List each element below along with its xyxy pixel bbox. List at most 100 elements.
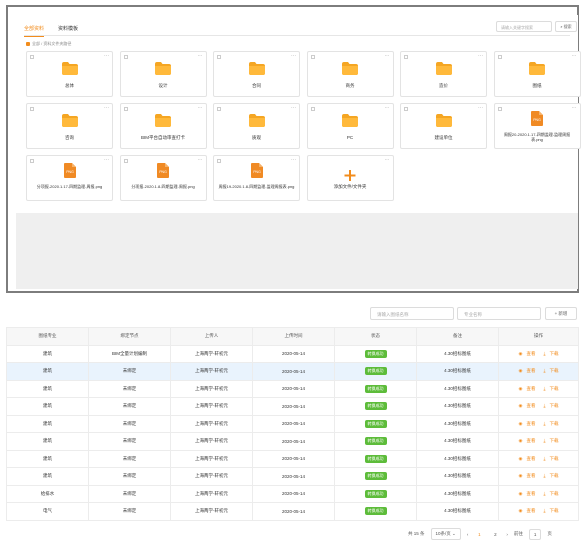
folder-card[interactable]: ··· 合同 [213, 51, 300, 97]
view-link[interactable]: ◉ 查看 [517, 368, 538, 373]
view-link[interactable]: ◉ 查看 [517, 421, 538, 426]
col-header-remark[interactable]: 备注 [416, 327, 499, 346]
file-search-button[interactable]: ⌕ 搜索 [555, 21, 577, 32]
breadcrumb-text[interactable]: 全部 / 资料文件夹路径 [32, 41, 72, 46]
next-page-button[interactable]: › [506, 531, 508, 537]
discipline-search-input[interactable]: 专业名称 [457, 307, 541, 320]
select-checkbox[interactable] [497, 107, 502, 111]
select-checkbox[interactable] [497, 55, 502, 59]
select-checkbox[interactable] [30, 107, 34, 111]
file-card[interactable]: ··· PNG 分项报-2020.1.17-四期监理-周报.png [26, 155, 113, 201]
more-options-icon[interactable]: ··· [291, 105, 296, 111]
more-options-icon[interactable]: ··· [104, 157, 109, 163]
page-size-select[interactable]: 10条/页 ⌄ [430, 528, 461, 540]
select-checkbox[interactable] [404, 107, 408, 111]
prev-page-button[interactable]: ‹ [466, 531, 469, 537]
view-link[interactable]: ◉ 查看 [517, 351, 538, 356]
select-checkbox[interactable] [123, 55, 128, 59]
more-options-icon[interactable]: ··· [384, 53, 390, 59]
table-row[interactable]: 建筑 BIM全量计划编制 上海两学-轩初元 2020-05-14 转换成功 4.30招标图… [6, 345, 579, 363]
table-row[interactable]: 电气 未绑定 上海两学-轩初元 2020-05-14 转换成功 4.30招标图纸 ◉ 查看 ⤓ 下… [6, 502, 579, 521]
table-row[interactable]: 建筑 未绑定 上海两学-轩初元 2020-05-14 转换成功 4.30招标图纸 ◉ 查看 ⤓ 下… [6, 380, 579, 398]
select-checkbox[interactable] [217, 107, 221, 111]
more-options-icon[interactable]: ··· [197, 53, 203, 59]
download-link[interactable]: ⤓ 下载 [541, 508, 560, 513]
tab-all-files[interactable]: 全部资料 [24, 19, 45, 37]
download-link[interactable]: ⤓ 下载 [541, 403, 560, 408]
select-checkbox[interactable] [217, 159, 221, 163]
page-1-button[interactable]: 1 [478, 531, 481, 537]
more-options-icon[interactable]: ··· [384, 157, 390, 163]
add-file-card[interactable]: ··· 添加文件/文件夹 [306, 155, 394, 201]
select-checkbox[interactable] [310, 107, 315, 111]
table-row[interactable]: 给排水 未绑定 上海两学-轩初元 2020-05-14 转换成功 4.30招标图纸 ◉ 查看 ⤓… [6, 485, 579, 503]
more-options-icon[interactable]: ··· [104, 105, 109, 111]
more-options-icon[interactable]: ··· [291, 53, 296, 59]
download-link[interactable]: ⤓ 下载 [541, 456, 560, 461]
select-checkbox[interactable] [123, 107, 128, 111]
folder-card[interactable]: ··· 造价 [400, 51, 487, 97]
col-header-status[interactable]: 状态 [334, 327, 417, 346]
folder-card[interactable]: ··· PC [306, 103, 394, 149]
goto-page-input[interactable]: 1 [528, 528, 542, 540]
view-link[interactable]: ◉ 查看 [517, 386, 538, 391]
download-link[interactable]: ⤓ 下载 [541, 421, 560, 426]
folder-icon [435, 114, 452, 132]
col-header-bound-node[interactable]: 绑定节点 [88, 327, 171, 346]
view-link[interactable]: ◉ 查看 [517, 403, 538, 408]
more-options-icon[interactable]: ··· [571, 53, 577, 59]
select-checkbox[interactable] [310, 55, 315, 59]
view-link[interactable]: ◉ 查看 [517, 456, 538, 461]
view-link[interactable]: ◉ 查看 [517, 473, 538, 478]
select-checkbox[interactable] [404, 55, 408, 59]
download-link[interactable]: ⤓ 下载 [541, 386, 560, 391]
folder-card[interactable]: ··· 设计 [119, 51, 207, 97]
download-link[interactable]: ⤓ 下载 [541, 473, 560, 478]
select-checkbox[interactable] [123, 159, 128, 163]
file-card[interactable]: ··· PNG 周报20-2020.1.17-四期监理-监理周报表.png [493, 103, 581, 149]
view-link[interactable]: ◉ 查看 [517, 491, 538, 496]
select-checkbox[interactable] [30, 55, 34, 59]
col-header-discipline[interactable]: 图纸专业 [6, 327, 89, 346]
tab-templates[interactable]: 资料模板 [58, 26, 79, 32]
file-card[interactable]: ··· PNG 周报19-2020.1.8-四期监理-监理周报表.png [213, 155, 300, 201]
view-link[interactable]: ◉ 查看 [517, 508, 538, 513]
more-options-icon[interactable]: ··· [197, 157, 203, 163]
download-link[interactable]: ⤓ 下载 [541, 368, 560, 373]
folder-card[interactable]: ··· 商务 [306, 51, 394, 97]
select-checkbox[interactable] [217, 55, 221, 59]
table-row[interactable]: 建筑 未绑定 上海两学-轩初元 2020-05-14 转换成功 4.30招标图纸 ◉ 查看 ⤓ 下… [6, 467, 579, 486]
folder-card[interactable]: ··· 图纸 [493, 51, 581, 97]
select-checkbox[interactable] [30, 159, 34, 163]
more-options-icon[interactable]: ··· [197, 105, 203, 111]
page-2-button[interactable]: 2 [494, 531, 497, 537]
cell-discipline: 建筑 [6, 415, 89, 433]
add-button[interactable]: + 新增 [545, 307, 577, 320]
col-header-upload-time[interactable]: 上传时间 [252, 327, 335, 346]
more-options-icon[interactable]: ··· [291, 157, 296, 163]
col-header-uploader[interactable]: 上传人 [170, 327, 253, 346]
more-options-icon[interactable]: ··· [384, 105, 390, 111]
folder-card[interactable]: ··· BIM平台自动审查打卡 [119, 103, 207, 149]
folder-card[interactable]: ··· 建设单位 [400, 103, 487, 149]
table-row[interactable]: 建筑 未绑定 上海两学-轩初元 2020-05-14 转换成功 4.30招标图纸 ◉ 查看 ⤓ 下… [6, 415, 579, 433]
table-row[interactable]: 建筑 未绑定 上海两学-轩初元 2020-05-14 转换成功 4.30招标图纸 ◉ 查看 ⤓ 下… [6, 450, 579, 468]
more-options-icon[interactable]: ··· [571, 105, 577, 111]
folder-card[interactable]: ··· 质观 [213, 103, 300, 149]
page-size-value: 10条/页 [435, 531, 451, 536]
folder-card[interactable]: ··· 总体 [26, 51, 113, 97]
download-link[interactable]: ⤓ 下载 [541, 351, 560, 356]
folder-card[interactable]: ··· 咨询 [26, 103, 113, 149]
more-options-icon[interactable]: ··· [478, 105, 483, 111]
table-row[interactable]: 建筑 未绑定 上海两学-轩初元 2020-05-14 转换成功 4.30招标图纸 ◉ 查看 ⤓ 下… [6, 362, 579, 381]
download-link[interactable]: ⤓ 下载 [541, 438, 560, 443]
table-row[interactable]: 建筑 未绑定 上海两学-轩初元 2020-05-14 转换成功 4.30招标图纸 ◉ 查看 ⤓ 下… [6, 397, 579, 416]
file-search-input[interactable]: 请输入关键字搜索 [496, 21, 552, 32]
view-link[interactable]: ◉ 查看 [517, 438, 538, 443]
download-link[interactable]: ⤓ 下载 [541, 491, 560, 496]
drawing-name-search-input[interactable]: 请输入图纸名称 [370, 307, 454, 320]
more-options-icon[interactable]: ··· [478, 53, 483, 59]
more-options-icon[interactable]: ··· [104, 53, 109, 59]
table-row[interactable]: 建筑 未绑定 上海两学-轩初元 2020-05-14 转换成功 4.30招标图纸 ◉ 查看 ⤓ 下… [6, 432, 579, 451]
file-card[interactable]: ··· PNG 分项报-2020.1.8-四期监理-周报.png [119, 155, 207, 201]
